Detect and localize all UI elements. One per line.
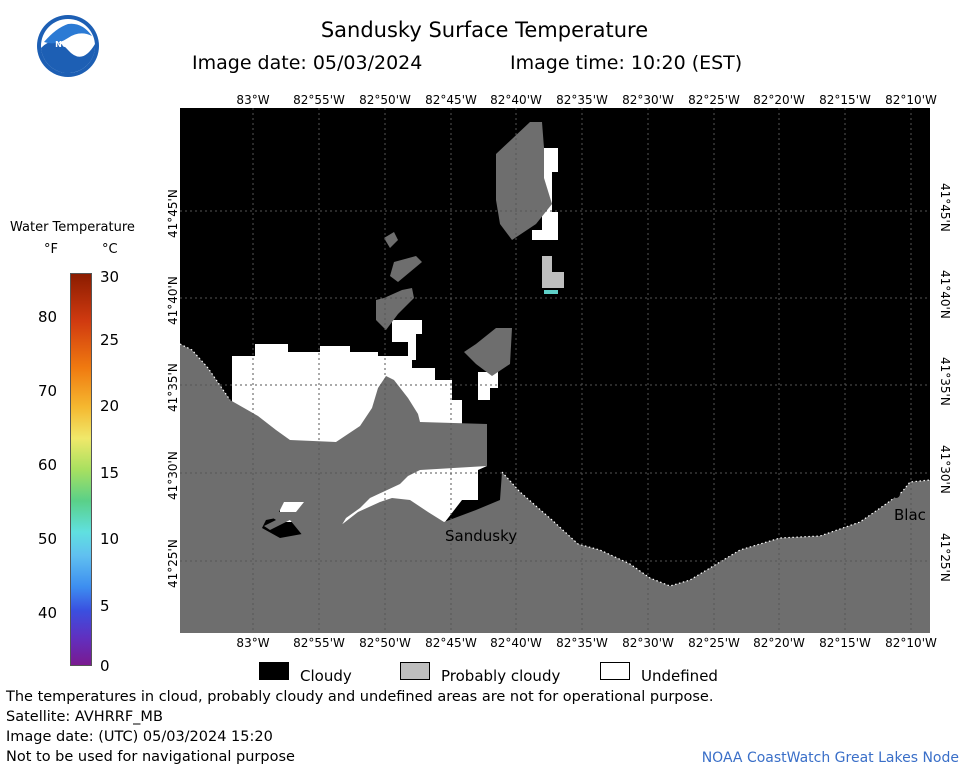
lon-label: 82°40'W	[490, 93, 542, 107]
place-marker	[892, 490, 900, 498]
c-tick: 25	[100, 331, 120, 349]
lon-label: 83°W	[236, 636, 270, 650]
lat-label: 41°45'N	[166, 189, 180, 238]
lon-label: 82°25'W	[688, 93, 740, 107]
sst-map: Sandusky Blac	[180, 108, 930, 633]
lat-label: 41°45'N	[938, 183, 952, 232]
place-east-edge: Blac	[894, 506, 926, 524]
legend-probably-cloudy: Probably cloudy	[441, 667, 561, 685]
page-title: Sandusky Surface Temperature	[320, 18, 649, 42]
f-tick: 50	[38, 530, 58, 548]
c-tick: 10	[100, 530, 120, 548]
lon-label: 82°15'W	[819, 93, 871, 107]
lon-label: 82°10'W	[885, 93, 937, 107]
lat-label: 41°40'N	[938, 270, 952, 319]
graticule	[180, 108, 930, 633]
lat-label: 41°35'N	[938, 357, 952, 406]
image-time: Image time: 10:20 (EST)	[510, 52, 743, 74]
lon-label: 82°55'W	[293, 636, 345, 650]
noaa-logo-icon: NOAA	[37, 15, 99, 77]
lon-label: 82°20'W	[753, 636, 805, 650]
lon-label: 82°25'W	[688, 636, 740, 650]
place-sandusky: Sandusky	[445, 527, 517, 545]
legend-swatch-cloudy	[259, 662, 289, 680]
f-tick: 70	[38, 382, 58, 400]
lon-label: 82°45'W	[425, 636, 477, 650]
image-date: Image date: 05/03/2024	[192, 52, 423, 74]
lon-label: 82°50'W	[359, 636, 411, 650]
legend-undefined: Undefined	[641, 667, 718, 685]
legend-swatch-probably-cloudy	[400, 662, 430, 680]
color-bar	[70, 273, 92, 666]
footer-credit: NOAA CoastWatch Great Lakes Node	[701, 750, 959, 766]
probably-cloudy-area	[542, 256, 564, 288]
c-tick: 30	[100, 268, 120, 286]
lon-label: 82°35'W	[556, 93, 608, 107]
lon-label: 82°10'W	[885, 636, 937, 650]
c-tick: 15	[100, 464, 120, 482]
lon-label: 82°40'W	[490, 636, 542, 650]
c-tick: 0	[100, 657, 110, 675]
legend-swatch-undefined	[600, 662, 630, 680]
footer-note: The temperatures in cloud, probably clou…	[6, 689, 714, 705]
land-mainland	[180, 344, 930, 633]
scale-unit-f: °F	[44, 242, 58, 257]
lon-label: 82°30'W	[622, 93, 674, 107]
lat-label: 41°25'N	[938, 533, 952, 582]
logo-text: NOAA	[55, 40, 81, 49]
lon-label: 82°30'W	[622, 636, 674, 650]
lat-label: 41°25'N	[166, 539, 180, 588]
footer-satellite: Satellite: AVHRRF_MB	[6, 709, 163, 725]
coastline	[180, 343, 930, 587]
c-tick: 20	[100, 397, 120, 415]
lat-label: 41°40'N	[166, 276, 180, 325]
lat-label: 41°35'N	[166, 363, 180, 412]
lon-label: 82°45'W	[425, 93, 477, 107]
lat-label: 41°30'N	[166, 451, 180, 500]
legend-cloudy: Cloudy	[300, 667, 352, 685]
footer-warning: Not to be used for navigational purpose	[6, 749, 295, 765]
lon-label: 82°35'W	[556, 636, 608, 650]
footer-utc-date: Image date: (UTC) 05/03/2024 15:20	[6, 729, 273, 745]
lon-label: 82°55'W	[293, 93, 345, 107]
scale-unit-c: °C	[102, 242, 118, 257]
lon-label: 82°15'W	[819, 636, 871, 650]
lon-label: 82°50'W	[359, 93, 411, 107]
f-tick: 40	[38, 604, 58, 622]
lon-label: 82°20'W	[753, 93, 805, 107]
f-tick: 80	[38, 308, 58, 326]
c-tick: 5	[100, 597, 110, 615]
lat-label: 41°30'N	[938, 445, 952, 494]
scale-title: Water Temperature	[10, 220, 135, 235]
lon-label: 83°W	[236, 93, 270, 107]
f-tick: 60	[38, 456, 58, 474]
